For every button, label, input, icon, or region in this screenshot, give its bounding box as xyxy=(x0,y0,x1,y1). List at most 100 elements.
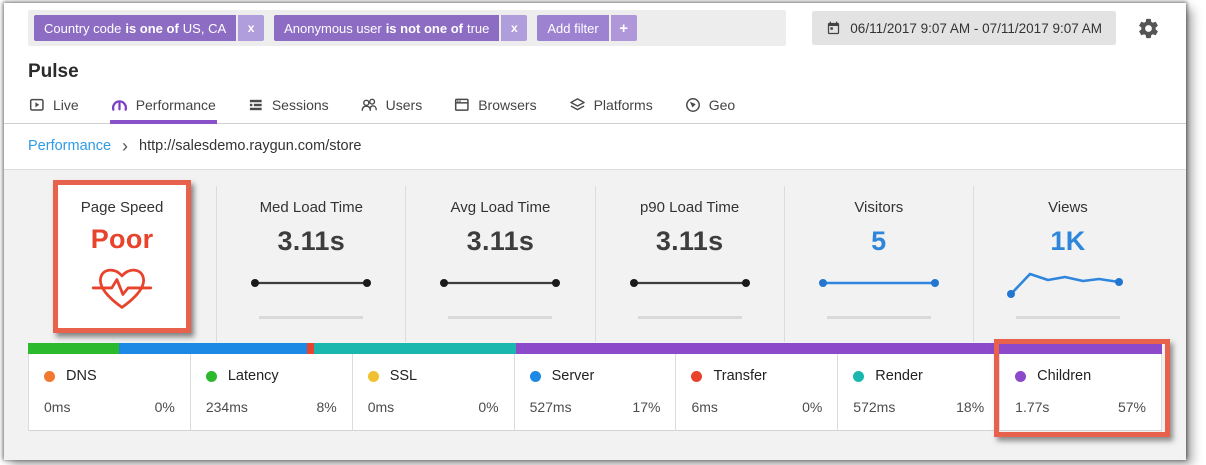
date-range-picker[interactable]: 06/11/2017 9:07 AM - 07/11/2017 9:07 AM xyxy=(812,11,1116,45)
metric-p90-load-time: p90 Load Time 3.11s xyxy=(594,186,784,342)
dns-color-dot xyxy=(44,370,55,382)
filter-chip-label[interactable]: Country code is one of US, CA xyxy=(34,15,237,41)
metric-label: Page Speed xyxy=(80,199,164,216)
metric-visitors: Visitors 5 xyxy=(783,186,973,342)
timing-name: DNS xyxy=(66,368,97,384)
sparkline-line-blue xyxy=(1006,272,1123,298)
timing-pct: 0% xyxy=(802,399,823,415)
timing-name: Render xyxy=(875,368,923,384)
header-right-controls: 06/11/2017 9:07 AM - 07/11/2017 9:07 AM xyxy=(812,11,1160,45)
remove-filter-button[interactable]: x xyxy=(501,15,528,41)
children-color-dot xyxy=(1015,370,1027,382)
tab-label: Geo xyxy=(708,97,736,113)
add-filter-label[interactable]: Add filter xyxy=(537,15,609,41)
tab-sessions[interactable]: Sessions xyxy=(247,89,330,123)
tab-users[interactable]: Users xyxy=(360,89,424,123)
metric-value: 3.11s xyxy=(466,226,535,256)
timing-time: 0ms xyxy=(367,399,395,415)
page-title: Pulse xyxy=(28,61,79,82)
sparkline-baseline xyxy=(826,316,931,319)
timing-name: Latency xyxy=(227,368,279,384)
tab-bar: Live Performance Sessions Users Browsers… xyxy=(4,89,1186,124)
performance-gauge-icon xyxy=(111,97,128,113)
timing-pct: 18% xyxy=(956,399,985,415)
sessions-list-icon xyxy=(248,97,264,113)
raygun-pulse-window: Country code is one of US, CA x Anonymous … xyxy=(4,3,1186,460)
bar-segment-render xyxy=(313,343,516,354)
live-icon xyxy=(29,97,45,113)
timing-item-latency: Latency 234ms 8% xyxy=(190,354,353,431)
tab-label: Platforms xyxy=(593,97,653,113)
breadcrumb-page-url: http://salesdemo.raygun.com/store xyxy=(139,138,362,154)
timing-pct: 0% xyxy=(154,399,175,415)
filter-value: true xyxy=(466,20,490,36)
metric-page-speed: Page Speed Poor xyxy=(28,180,216,342)
add-filter-plus-button[interactable]: + xyxy=(610,15,637,41)
latency-color-dot xyxy=(205,370,217,382)
bar-segment-transfer xyxy=(306,343,314,354)
tab-geo[interactable]: Geo xyxy=(684,89,736,123)
filter-value: US, CA xyxy=(182,20,227,36)
timing-name: Transfer xyxy=(713,368,767,384)
geo-globe-icon xyxy=(685,97,701,113)
timing-time: 527ms xyxy=(529,399,572,415)
metric-med-load-time: Med Load Time 3.11s xyxy=(216,186,405,342)
ssl-color-dot xyxy=(367,370,379,382)
tab-platforms[interactable]: Platforms xyxy=(568,89,654,123)
metric-label: Med Load Time xyxy=(259,199,363,216)
bar-segment-children xyxy=(515,343,1162,354)
timing-stacked-bar xyxy=(28,343,1162,354)
tab-browsers[interactable]: Browsers xyxy=(453,89,537,123)
metric-label: p90 Load Time xyxy=(639,199,740,216)
date-range-text: 06/11/2017 9:07 AM - 07/11/2017 9:07 AM xyxy=(850,20,1102,36)
transfer-color-dot xyxy=(691,370,703,382)
filter-chip-label[interactable]: Anonymous user is not one of true xyxy=(274,15,500,41)
heartbeat-icon xyxy=(58,261,186,318)
filter-chip-anonymous-user: Anonymous user is not one of true x xyxy=(274,15,528,41)
render-color-dot xyxy=(853,370,865,382)
timing-pct: 8% xyxy=(316,399,337,415)
metric-value: Poor xyxy=(90,224,154,254)
breadcrumb-performance-link[interactable]: Performance xyxy=(28,138,112,154)
remove-filter-button[interactable]: x xyxy=(238,15,265,41)
timing-time: 0ms xyxy=(44,399,71,415)
sparkline-baseline xyxy=(448,316,553,319)
metric-value: 3.11s xyxy=(277,226,346,256)
breadcrumb-separator: › xyxy=(122,136,129,156)
calendar-icon xyxy=(826,21,841,36)
bar-segment-latency xyxy=(28,343,119,354)
annotation-highlight-page-speed: Page Speed Poor xyxy=(53,180,192,333)
tab-label: Users xyxy=(385,97,423,113)
filter-operator: is one of xyxy=(125,20,179,36)
metric-label: Visitors xyxy=(854,199,904,216)
tab-performance[interactable]: Performance xyxy=(109,89,217,124)
sparkline-flat-dark xyxy=(251,279,372,287)
metric-value: 1K xyxy=(1050,226,1086,256)
timing-item-children: Children 1.77s 57% xyxy=(994,339,1171,437)
timing-item-render: Render 572ms 18% xyxy=(838,354,1001,431)
timing-name: Children xyxy=(1037,368,1092,384)
server-color-dot xyxy=(529,370,541,382)
timing-name: Server xyxy=(551,368,595,384)
metric-avg-load-time: Avg Load Time 3.11s xyxy=(405,186,594,342)
timing-pct: 57% xyxy=(1117,399,1147,415)
timing-time: 234ms xyxy=(205,399,248,415)
browsers-window-icon xyxy=(454,97,470,113)
metrics-row: Page Speed Poor Med Load Time 3.11s Avg … xyxy=(4,170,1186,342)
tab-label: Browsers xyxy=(478,97,537,113)
sparkline-flat-dark xyxy=(629,279,750,287)
tab-label: Sessions xyxy=(271,97,329,113)
users-icon xyxy=(361,97,378,113)
timing-item-transfer: Transfer 6ms 0% xyxy=(676,354,839,431)
metric-label: Avg Load Time xyxy=(450,199,551,216)
filter-field: Country code xyxy=(44,20,122,36)
add-filter-chip[interactable]: Add filter + xyxy=(537,15,637,41)
tab-live[interactable]: Live xyxy=(28,89,80,123)
filter-field: Anonymous user xyxy=(284,20,382,36)
sparkline-flat-dark xyxy=(440,279,561,287)
timing-pct: 0% xyxy=(478,399,499,415)
settings-gear-icon[interactable] xyxy=(1136,16,1160,40)
timing-item-dns: DNS 0ms 0% xyxy=(29,354,191,431)
filter-row: Country code is one of US, CA x Anonymous … xyxy=(4,3,1186,51)
sparkline-baseline xyxy=(637,316,742,319)
